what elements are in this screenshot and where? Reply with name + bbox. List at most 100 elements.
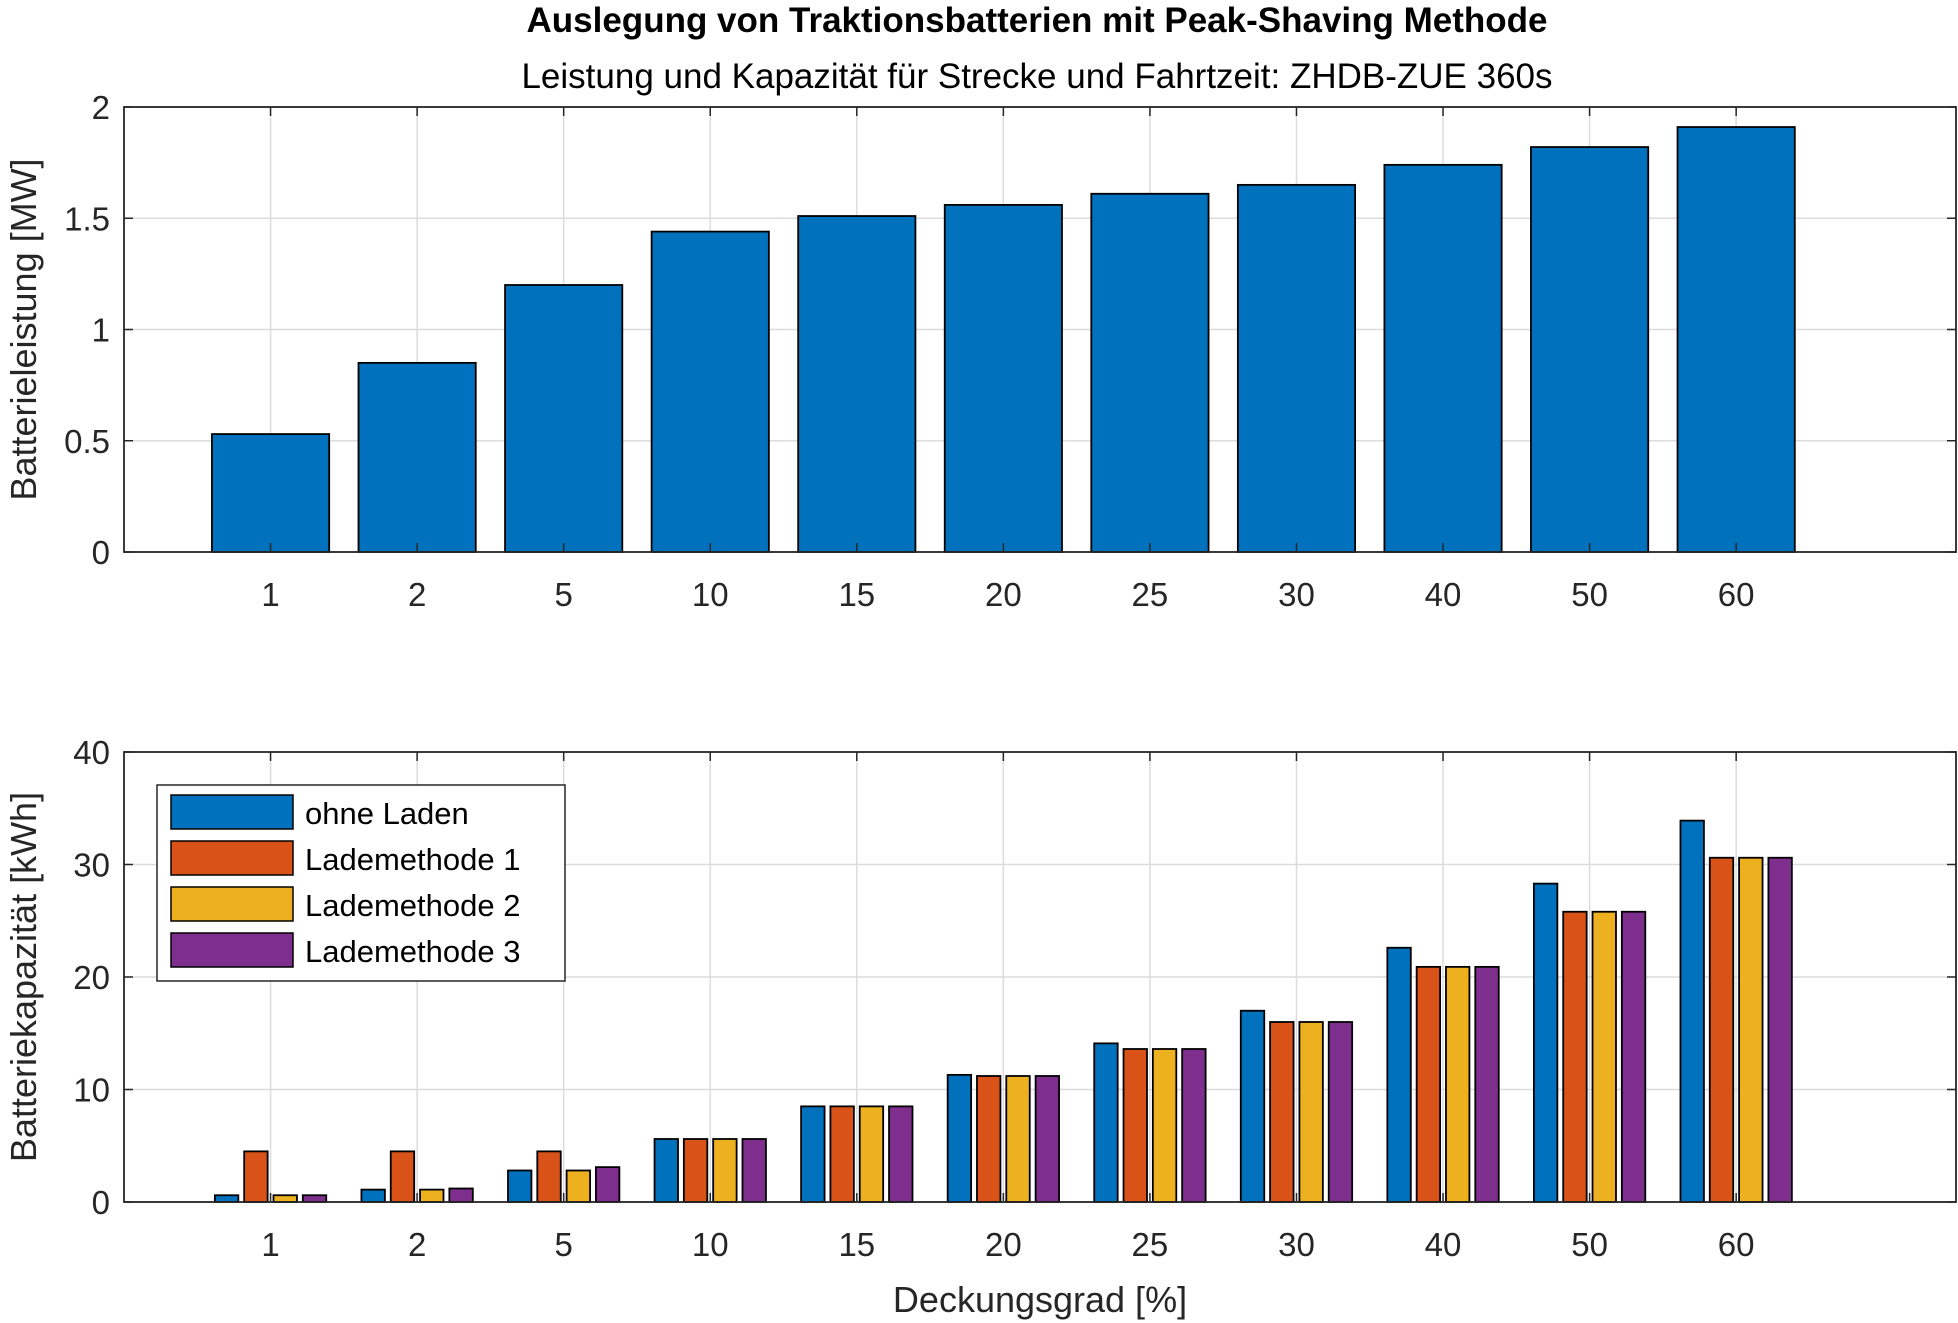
bar-3 xyxy=(1151,1048,1178,1203)
y-axis-label: Batterieleistung [MW] xyxy=(3,158,44,500)
y-tick-label: 2 xyxy=(92,89,110,126)
bar xyxy=(357,361,477,553)
bar-2 xyxy=(1562,910,1588,1203)
bar-4 xyxy=(1620,910,1647,1203)
legend-label: Lademethode 1 xyxy=(305,842,520,877)
bar-4 xyxy=(1474,965,1500,1203)
x-tick-label: 10 xyxy=(692,576,729,613)
capacity-grouped-bar-chart: 1 2 5 10 15 20 25 30 40 50 60010203040Batteriekapa… xyxy=(3,734,1957,1320)
legend: ohne Laden Lademethode 1 Lademethode 2 Lade… xyxy=(156,784,566,982)
legend-swatch xyxy=(170,794,294,830)
x-tick-label: 5 xyxy=(555,1226,573,1263)
y-axis-label: Batteriekapazität [kWh] xyxy=(3,792,44,1162)
bar-4 xyxy=(1181,1048,1207,1203)
bar-1 xyxy=(946,1073,973,1203)
bar-4 xyxy=(1327,1021,1354,1203)
y-tick-label: 1.5 xyxy=(64,200,110,237)
y-tick-label: 0.5 xyxy=(64,423,110,460)
bar-3 xyxy=(1591,910,1617,1203)
bar-2 xyxy=(243,1150,269,1203)
bar-4 xyxy=(1767,856,1793,1203)
bar-1 xyxy=(1093,1042,1119,1203)
bar xyxy=(504,284,624,553)
bar-1 xyxy=(213,1194,240,1203)
bar-2 xyxy=(389,1150,416,1203)
bar-3 xyxy=(712,1138,738,1203)
bar-4 xyxy=(448,1187,474,1203)
y-tick-label: 0 xyxy=(92,1184,110,1221)
y-tick-label: 1 xyxy=(92,312,110,349)
x-tick-label: 25 xyxy=(1132,1226,1169,1263)
legend-swatch xyxy=(170,886,294,922)
legend-swatch xyxy=(170,840,294,876)
bar-4 xyxy=(1034,1075,1060,1203)
legend-swatch xyxy=(170,932,294,968)
x-tick-label: 40 xyxy=(1425,576,1462,613)
x-tick-label: 5 xyxy=(555,576,573,613)
bar-1 xyxy=(507,1169,533,1203)
bar-1 xyxy=(1679,819,1705,1203)
bar xyxy=(1676,126,1796,553)
x-tick-label: 15 xyxy=(838,576,875,613)
bar-2 xyxy=(682,1138,709,1203)
figure-title: Auslegung von Traktionsbatterien mit Pea… xyxy=(527,1,1548,40)
bar-3 xyxy=(1738,856,1764,1203)
bar xyxy=(650,230,770,553)
legend-label: Lademethode 2 xyxy=(305,888,520,923)
bar xyxy=(1383,163,1503,553)
bar-2 xyxy=(1122,1048,1148,1203)
bar-1 xyxy=(360,1188,386,1203)
y-tick-label: 20 xyxy=(73,959,110,996)
bar-3 xyxy=(565,1169,591,1203)
x-tick-label: 20 xyxy=(985,576,1022,613)
bar xyxy=(1236,183,1357,553)
bar-1 xyxy=(800,1105,826,1203)
bar-3 xyxy=(272,1194,298,1203)
y-tick-label: 40 xyxy=(73,734,110,771)
bar-1 xyxy=(1386,946,1412,1203)
bar-3 xyxy=(1298,1021,1324,1203)
x-tick-label: 50 xyxy=(1571,1226,1608,1263)
x-tick-label: 30 xyxy=(1278,576,1315,613)
bar-3 xyxy=(858,1105,885,1203)
bar-4 xyxy=(741,1138,767,1203)
bar-4 xyxy=(888,1105,914,1203)
bar-2 xyxy=(536,1150,562,1203)
x-tick-label: 2 xyxy=(408,576,426,613)
legend-label: ohne Laden xyxy=(305,796,469,831)
x-tick-label: 15 xyxy=(838,1226,875,1263)
bar xyxy=(1530,146,1650,553)
y-tick-label: 30 xyxy=(73,847,110,884)
x-tick-label: 50 xyxy=(1571,576,1608,613)
y-tick-label: 10 xyxy=(73,1072,110,1109)
bar xyxy=(211,433,331,553)
x-axis-label: Deckungsgrad [%] xyxy=(893,1279,1187,1320)
power-bar-chart: 1 2 5 10 15 20 25 30 40 50 6000.511.52Batterieleis… xyxy=(3,89,1957,613)
y-tick-label: 0 xyxy=(92,534,110,571)
x-tick-label: 60 xyxy=(1718,1226,1755,1263)
bar-2 xyxy=(976,1075,1002,1203)
figure-subtitle: Leistung und Kapazität für Strecke und F… xyxy=(521,57,1552,96)
bar-4 xyxy=(301,1194,328,1203)
bar-1 xyxy=(1239,1009,1266,1203)
bar xyxy=(797,215,917,553)
x-tick-label: 2 xyxy=(408,1226,426,1263)
bar-2 xyxy=(1269,1021,1295,1203)
x-tick-label: 25 xyxy=(1132,576,1169,613)
x-tick-label: 40 xyxy=(1425,1226,1462,1263)
bar xyxy=(943,203,1063,553)
bar-3 xyxy=(1445,965,1471,1203)
x-tick-label: 30 xyxy=(1278,1226,1315,1263)
bar-4 xyxy=(595,1166,621,1203)
bar-2 xyxy=(829,1105,855,1203)
bar-1 xyxy=(653,1138,679,1203)
bar-3 xyxy=(1005,1075,1031,1203)
bar xyxy=(1090,192,1210,553)
x-tick-label: 20 xyxy=(985,1226,1022,1263)
legend-label: Lademethode 3 xyxy=(305,934,520,969)
x-tick-label: 1 xyxy=(261,1226,279,1263)
bar-3 xyxy=(419,1188,445,1203)
x-tick-label: 1 xyxy=(261,576,279,613)
bar-2 xyxy=(1415,965,1442,1203)
